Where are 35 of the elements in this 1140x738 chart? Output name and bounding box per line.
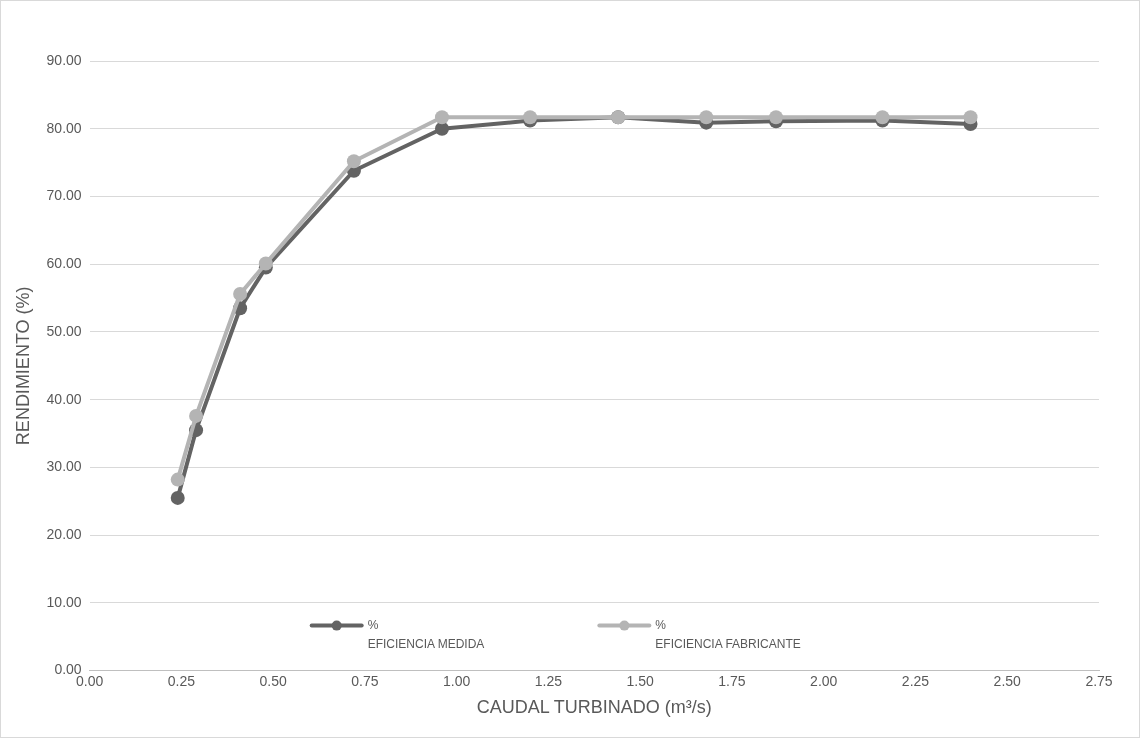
legend-label: % EFICIENCIA MEDIDA <box>367 617 485 651</box>
legend-label: % EFICIENCIA FABRICANTE <box>655 617 801 651</box>
y-tick-label: 70.00 <box>46 187 82 204</box>
y-tick-label: 90.00 <box>46 51 82 68</box>
point <box>233 287 248 301</box>
y-tick-label: 50.00 <box>46 322 82 339</box>
x-tick-label: 1.50 <box>626 672 655 689</box>
y-tick-label: 80.00 <box>46 119 82 136</box>
point <box>170 490 185 505</box>
x-axis-title: CAUDAL TURBINADO (m³/s) <box>476 697 712 718</box>
point <box>189 408 204 423</box>
point <box>435 110 449 125</box>
point <box>769 110 783 125</box>
point <box>699 110 714 125</box>
y-tick-label: 60.00 <box>46 255 82 272</box>
x-tick-label: 2.25 <box>901 672 930 689</box>
point <box>170 472 185 487</box>
point <box>963 110 978 125</box>
x-tick-label: 2.75 <box>1085 672 1113 689</box>
x-tick-label: 0.50 <box>259 672 287 689</box>
point <box>435 121 449 136</box>
point <box>346 154 361 169</box>
y-tick-label: 20.00 <box>46 525 82 542</box>
x-tick-label: 1.25 <box>534 672 563 689</box>
x-tick-label: 2.00 <box>810 672 838 689</box>
y-axis-title: RENDIMIENTO (%) <box>12 286 33 446</box>
x-tick-label: 1.00 <box>443 672 471 689</box>
x-tick-label: 0.75 <box>351 672 379 689</box>
point <box>258 256 273 271</box>
y-tick-label: 10.00 <box>46 593 82 610</box>
x-tick-label: 0.25 <box>167 672 196 689</box>
y-tick-label: 40.00 <box>46 390 82 407</box>
x-tick-label: 2.50 <box>993 672 1022 689</box>
y-tick-label: 30.00 <box>46 458 82 475</box>
x-tick-label: 1.75 <box>718 672 746 689</box>
